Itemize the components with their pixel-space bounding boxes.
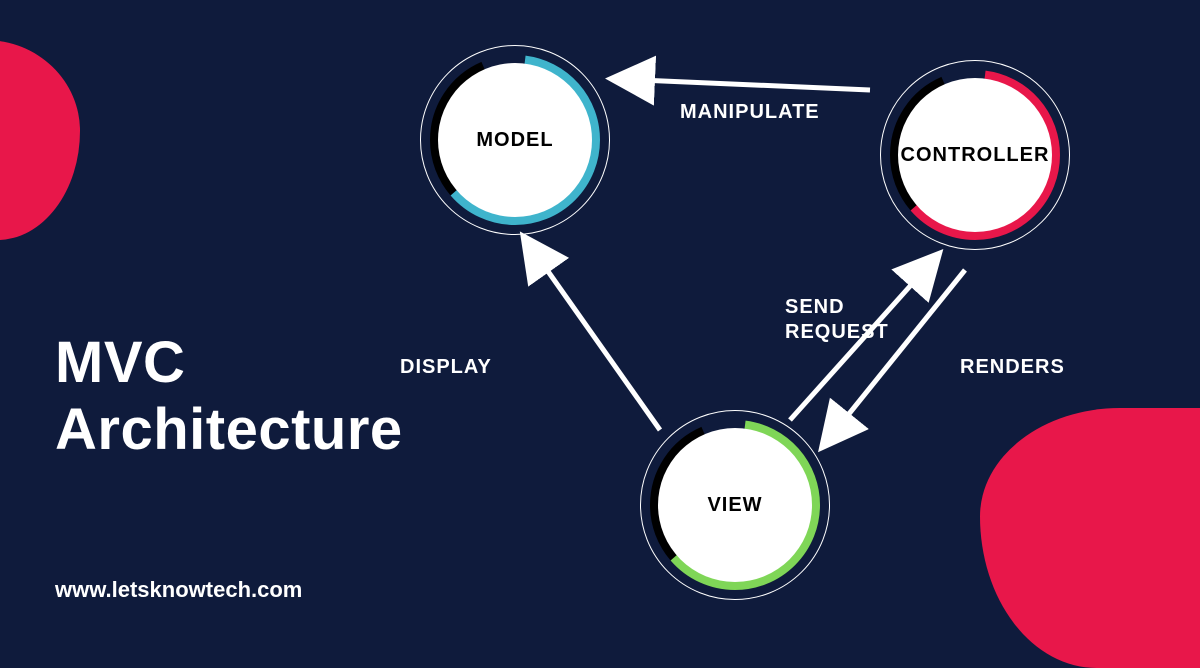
node-fill: CONTROLLER [898,78,1052,232]
node-fill: VIEW [658,428,812,582]
decorative-blob-bottom-right [980,408,1200,668]
edge-label-manipulate: MANIPULATE [680,100,820,125]
node-fill: MODEL [438,63,592,217]
arrow-manipulate [640,80,870,90]
edge-label-display: DISPLAY [400,355,492,380]
arrow-renders [840,270,965,425]
title-line-1: MVC [55,330,403,397]
page-title: MVC Architecture [55,330,403,463]
node-model: MODEL [420,45,610,235]
node-controller: CONTROLLER [880,60,1070,250]
decorative-blob-top-left [0,40,80,240]
node-label-model: MODEL [476,129,553,152]
node-label-controller: CONTROLLER [901,144,1050,167]
arrow-display [540,260,660,430]
node-label-view: VIEW [707,494,762,517]
title-line-2: Architecture [55,397,403,464]
edge-label-renders: RENDERS [960,355,1065,380]
node-view: VIEW [640,410,830,600]
footer-url: www.letsknowtech.com [55,577,302,603]
edge-label-send-request: SEND REQUEST [785,295,889,345]
